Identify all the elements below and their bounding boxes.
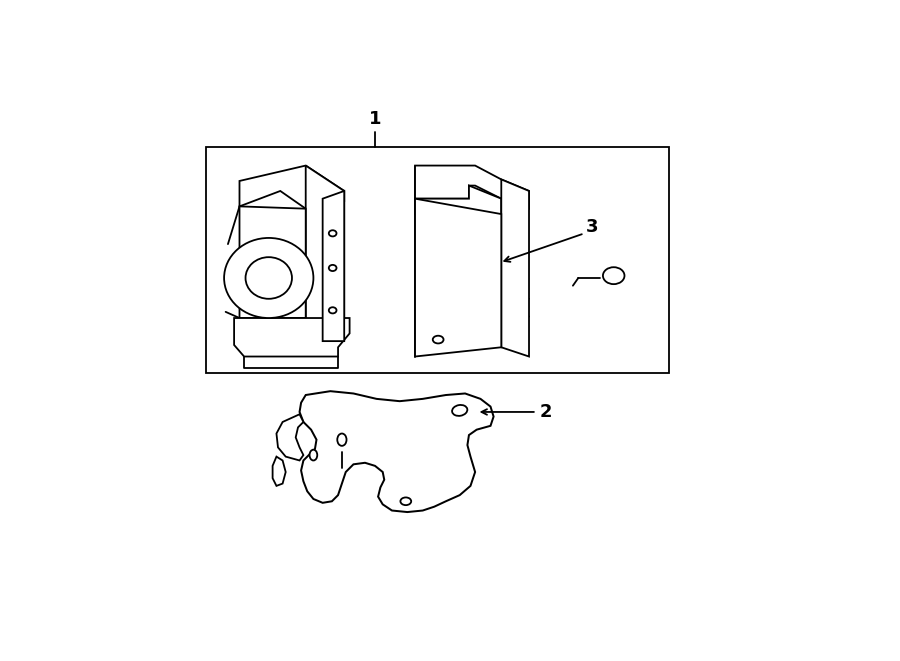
Text: 1: 1 <box>369 110 382 128</box>
Ellipse shape <box>452 405 467 416</box>
Text: 3: 3 <box>586 218 598 236</box>
Ellipse shape <box>328 265 337 271</box>
Ellipse shape <box>224 238 313 318</box>
Polygon shape <box>306 165 344 341</box>
Polygon shape <box>501 179 529 356</box>
Ellipse shape <box>603 267 625 284</box>
Polygon shape <box>205 147 669 373</box>
Polygon shape <box>300 391 493 512</box>
Polygon shape <box>415 186 501 214</box>
Ellipse shape <box>328 230 337 237</box>
Polygon shape <box>276 414 303 461</box>
Ellipse shape <box>328 307 337 313</box>
Ellipse shape <box>433 336 444 344</box>
Polygon shape <box>239 165 344 209</box>
Ellipse shape <box>310 449 318 461</box>
Polygon shape <box>322 191 344 341</box>
Polygon shape <box>415 165 529 209</box>
Polygon shape <box>234 318 349 356</box>
Ellipse shape <box>400 498 411 505</box>
Ellipse shape <box>246 257 292 299</box>
Polygon shape <box>273 457 285 486</box>
Text: 2: 2 <box>540 403 553 421</box>
Ellipse shape <box>338 434 346 446</box>
Polygon shape <box>239 206 306 318</box>
Polygon shape <box>415 199 501 356</box>
